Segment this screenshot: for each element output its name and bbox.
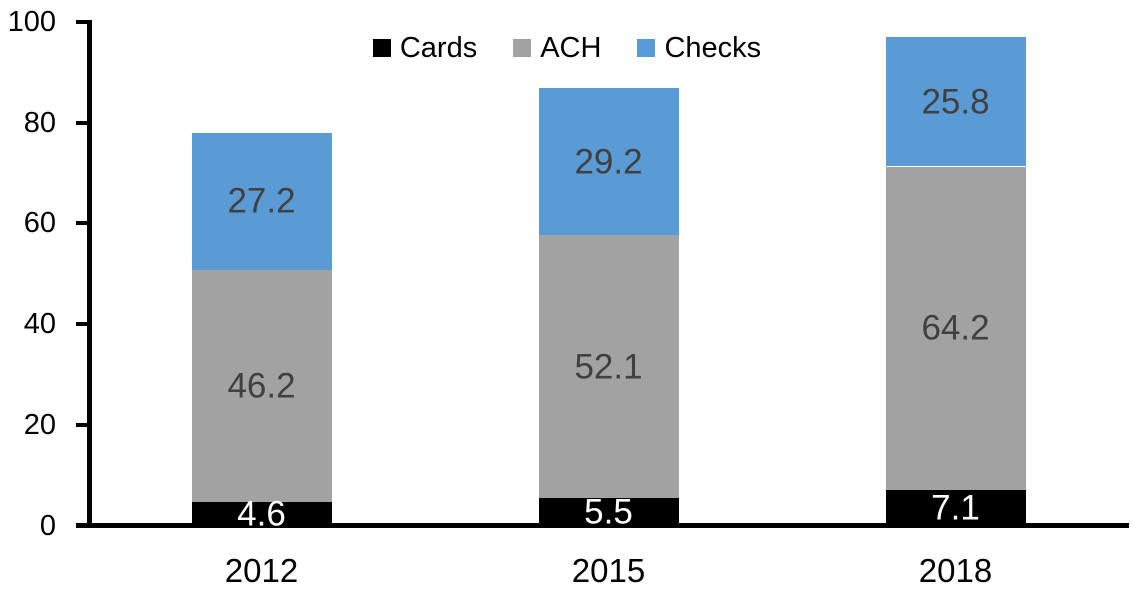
bar-segment-cards-2012 xyxy=(191,502,332,526)
bar-segment-ach-2015 xyxy=(538,235,679,498)
legend-entry-cards: Cards xyxy=(372,32,478,64)
legend-label-cards: Cards xyxy=(399,32,478,64)
bar-segment-checks-2015 xyxy=(538,88,679,236)
y-axis-tick xyxy=(76,120,88,125)
bar-segment-cards-2018 xyxy=(885,489,1026,526)
bar-segment-checks-2012 xyxy=(191,132,332,270)
legend-swatch-checks-icon xyxy=(637,39,656,57)
x-axis-line xyxy=(76,523,1129,528)
data-label-ach-2012: 46.2 xyxy=(227,366,296,406)
y-axis-tick-label: 100 xyxy=(7,6,56,38)
y-axis-tick xyxy=(76,221,88,226)
y-axis-tick-label: 40 xyxy=(23,308,56,341)
x-axis-label-2012: 2012 xyxy=(224,552,299,589)
data-label-cards-2012: 4.6 xyxy=(237,494,286,534)
y-axis-tick xyxy=(76,422,88,427)
y-axis-line xyxy=(87,20,92,528)
bar-segment-ach-2012 xyxy=(191,269,332,503)
legend-swatch-ach-icon xyxy=(513,39,532,57)
data-label-ach-2015: 52.1 xyxy=(574,347,643,387)
y-axis-tick xyxy=(76,523,88,528)
y-axis-tick-label: 60 xyxy=(23,207,56,240)
data-label-cards-2018: 7.1 xyxy=(931,488,980,528)
legend-entry-ach: ACH xyxy=(513,33,601,63)
legend-label-ach: ACH xyxy=(540,32,602,64)
bar-segment-ach-2018 xyxy=(885,166,1026,490)
bar-segment-checks-2018 xyxy=(885,36,1026,167)
chart-legend: Cards ACH Checks xyxy=(0,33,1134,63)
y-axis-tick-label: 80 xyxy=(23,106,56,139)
data-label-checks-2015: 29.2 xyxy=(574,142,643,182)
y-axis-tick xyxy=(76,20,88,24)
data-label-cards-2015: 5.5 xyxy=(584,492,633,532)
x-axis-label-2015: 2015 xyxy=(571,552,646,589)
y-axis-tick xyxy=(76,322,88,327)
legend-label-checks: Checks xyxy=(664,32,762,64)
y-axis-tick-label: 0 xyxy=(39,509,56,542)
data-label-ach-2018: 64.2 xyxy=(921,308,990,348)
bar-segment-cards-2015 xyxy=(538,497,679,526)
legend-swatch-cards-icon xyxy=(372,39,391,57)
legend-entry-checks: Checks xyxy=(637,33,761,63)
data-label-checks-2012: 27.2 xyxy=(227,181,296,221)
data-label-checks-2018: 25.8 xyxy=(921,82,990,122)
y-axis-tick-label: 20 xyxy=(23,408,56,441)
x-axis-label-2018: 2018 xyxy=(918,552,993,589)
